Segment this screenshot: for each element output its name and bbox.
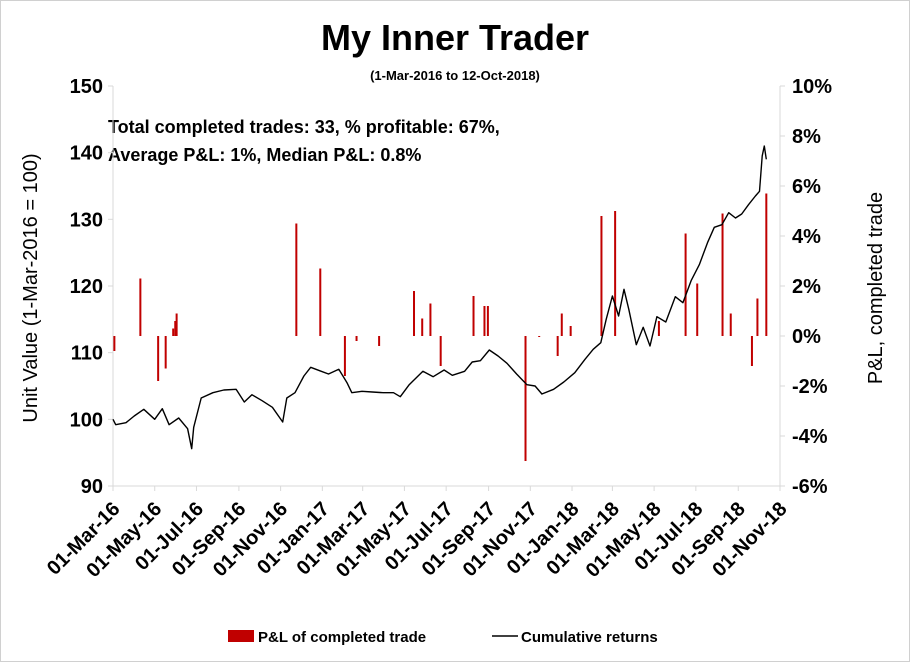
trade-bar <box>343 336 346 376</box>
trade-bar <box>684 233 687 336</box>
trade-bar <box>378 336 381 346</box>
y-left-tick-label: 130 <box>70 209 103 231</box>
trade-bar <box>172 328 175 336</box>
trade-bar <box>538 336 541 337</box>
trade-bar <box>421 318 424 336</box>
trade-bar <box>164 336 167 369</box>
trade-bar <box>750 336 753 366</box>
legend-bar-swatch <box>228 630 254 642</box>
y-left-axis-label: Unit Value (1-Mar-2016 = 100) <box>20 153 42 422</box>
trade-bar <box>483 306 486 336</box>
chart-title: My Inner Trader <box>321 17 589 58</box>
trade-bar <box>556 336 559 356</box>
legend-line-label: Cumulative returns <box>521 629 658 646</box>
annotation-line-1: Total completed trades: 33, % profitable… <box>108 117 500 137</box>
trade-bar <box>614 211 617 336</box>
trade-bar <box>721 213 724 336</box>
y-left-tick-label: 140 <box>70 143 103 165</box>
trade-bar <box>175 313 178 336</box>
chart-subtitle: (1-Mar-2016 to 12-Oct-2018) <box>370 68 540 83</box>
trade-bar <box>295 223 298 336</box>
y-left-tick-label: 110 <box>71 343 103 365</box>
y-right-tick-label: 10% <box>792 76 832 98</box>
y-right-tick-label: 6% <box>792 176 821 198</box>
trade-bar <box>600 216 603 336</box>
trade-bar <box>429 303 432 336</box>
y-right-tick-label: -2% <box>792 376 828 398</box>
trade-bar <box>472 296 475 336</box>
y-left-tick-label: 120 <box>70 276 103 298</box>
legend: P&L of completed trade Cumulative return… <box>228 629 658 646</box>
trade-bar <box>113 336 116 351</box>
y-left-tick-label: 150 <box>70 76 103 98</box>
trade-bar <box>524 336 527 461</box>
trade-bar <box>765 193 768 336</box>
trade-bar <box>560 313 563 336</box>
y-right-tick-label: 4% <box>792 226 821 248</box>
trade-bar <box>439 336 442 366</box>
y-right-tick-label: 0% <box>792 326 821 348</box>
trade-bar <box>139 278 142 336</box>
trade-bar <box>729 313 732 336</box>
trade-bar <box>696 283 699 336</box>
cumulative-line <box>112 145 767 450</box>
legend-bar-label: P&L of completed trade <box>258 629 426 646</box>
y-right-tick-label: 8% <box>792 126 821 148</box>
trade-bars <box>113 193 768 461</box>
trade-bar <box>174 321 177 336</box>
y-right-axis-label: P&L, completed trade <box>865 192 887 384</box>
y-left-tick-label: 100 <box>70 409 103 431</box>
trade-bar <box>319 268 322 336</box>
trade-bar <box>157 336 160 381</box>
y-left-tick-label: 90 <box>81 476 103 498</box>
y-right-tick-label: -4% <box>792 426 828 448</box>
trade-bar <box>486 306 489 336</box>
annotation-line-2: Average P&L: 1%, Median P&L: 0.8% <box>108 145 421 165</box>
trade-bar <box>569 326 572 336</box>
cumulative-returns-series <box>112 145 767 450</box>
y-right-tick-label: -6% <box>792 476 828 498</box>
y-right-tick-label: 2% <box>792 276 821 298</box>
trade-bar <box>413 291 416 336</box>
trade-bar <box>756 298 759 336</box>
trade-bar <box>657 321 660 336</box>
trade-bar <box>355 336 358 341</box>
